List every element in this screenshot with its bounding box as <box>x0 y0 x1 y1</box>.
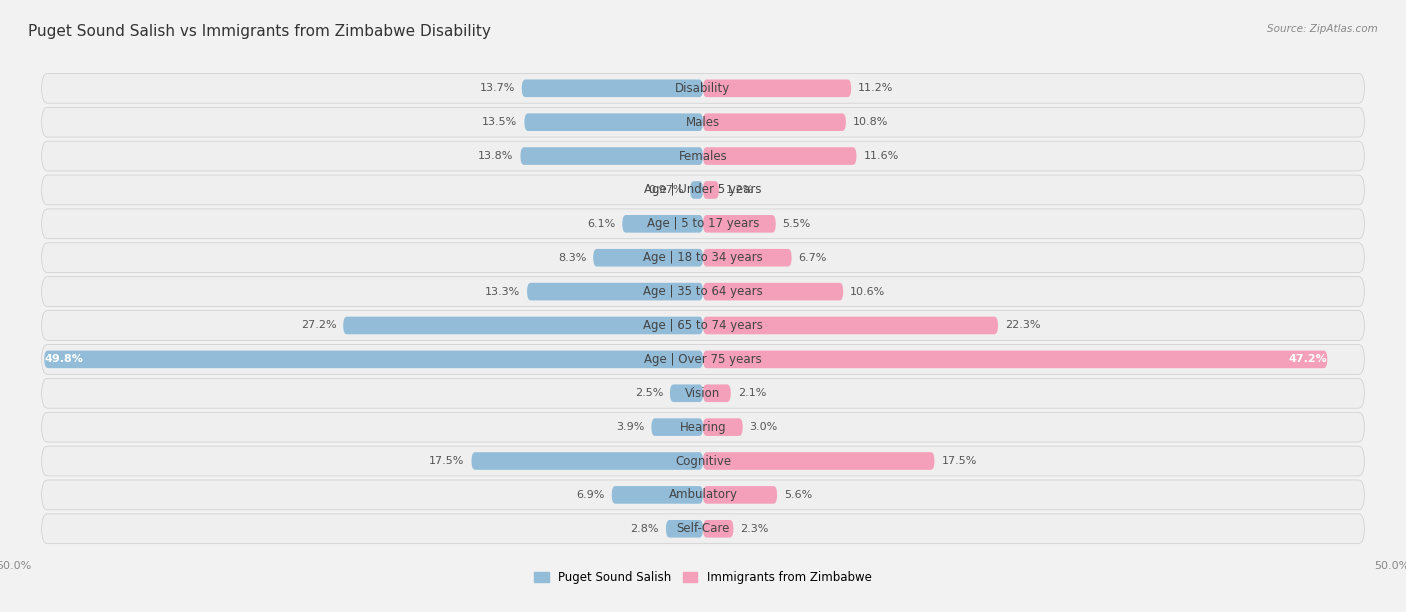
FancyBboxPatch shape <box>520 147 703 165</box>
FancyBboxPatch shape <box>522 80 703 97</box>
Text: Females: Females <box>679 149 727 163</box>
FancyBboxPatch shape <box>471 452 703 470</box>
Text: Age | 35 to 64 years: Age | 35 to 64 years <box>643 285 763 298</box>
FancyBboxPatch shape <box>703 384 731 402</box>
FancyBboxPatch shape <box>703 215 776 233</box>
Text: Disability: Disability <box>675 82 731 95</box>
Text: Vision: Vision <box>685 387 721 400</box>
FancyBboxPatch shape <box>669 384 703 402</box>
FancyBboxPatch shape <box>690 181 703 199</box>
Text: Puget Sound Salish vs Immigrants from Zimbabwe Disability: Puget Sound Salish vs Immigrants from Zi… <box>28 24 491 40</box>
Text: Ambulatory: Ambulatory <box>668 488 738 501</box>
FancyBboxPatch shape <box>42 378 1364 408</box>
Text: 6.9%: 6.9% <box>576 490 605 500</box>
Text: 5.5%: 5.5% <box>783 219 811 229</box>
Text: 1.2%: 1.2% <box>725 185 754 195</box>
FancyBboxPatch shape <box>527 283 703 300</box>
FancyBboxPatch shape <box>42 412 1364 442</box>
FancyBboxPatch shape <box>42 310 1364 340</box>
Legend: Puget Sound Salish, Immigrants from Zimbabwe: Puget Sound Salish, Immigrants from Zimb… <box>534 571 872 584</box>
Text: 17.5%: 17.5% <box>429 456 464 466</box>
FancyBboxPatch shape <box>42 480 1364 510</box>
Text: 2.5%: 2.5% <box>634 388 664 398</box>
Text: Cognitive: Cognitive <box>675 455 731 468</box>
FancyBboxPatch shape <box>703 283 844 300</box>
Text: 10.6%: 10.6% <box>851 286 886 297</box>
FancyBboxPatch shape <box>343 316 703 334</box>
Text: 27.2%: 27.2% <box>301 321 336 330</box>
Text: Source: ZipAtlas.com: Source: ZipAtlas.com <box>1267 24 1378 34</box>
FancyBboxPatch shape <box>42 243 1364 272</box>
FancyBboxPatch shape <box>42 514 1364 543</box>
FancyBboxPatch shape <box>703 80 851 97</box>
FancyBboxPatch shape <box>42 277 1364 307</box>
Text: 10.8%: 10.8% <box>853 117 889 127</box>
FancyBboxPatch shape <box>42 345 1364 375</box>
FancyBboxPatch shape <box>593 249 703 267</box>
FancyBboxPatch shape <box>703 419 742 436</box>
FancyBboxPatch shape <box>703 351 1327 368</box>
FancyBboxPatch shape <box>666 520 703 537</box>
Text: 3.9%: 3.9% <box>616 422 644 432</box>
Text: 11.6%: 11.6% <box>863 151 898 161</box>
Text: 0.97%: 0.97% <box>648 185 683 195</box>
FancyBboxPatch shape <box>42 175 1364 205</box>
Text: 11.2%: 11.2% <box>858 83 893 93</box>
Text: 13.8%: 13.8% <box>478 151 513 161</box>
FancyBboxPatch shape <box>703 520 734 537</box>
Text: Age | Under 5 years: Age | Under 5 years <box>644 184 762 196</box>
FancyBboxPatch shape <box>703 486 778 504</box>
FancyBboxPatch shape <box>42 141 1364 171</box>
FancyBboxPatch shape <box>42 446 1364 476</box>
FancyBboxPatch shape <box>42 73 1364 103</box>
FancyBboxPatch shape <box>703 452 935 470</box>
Text: 47.2%: 47.2% <box>1288 354 1327 364</box>
Text: 2.8%: 2.8% <box>630 524 659 534</box>
FancyBboxPatch shape <box>703 181 718 199</box>
Text: Age | 18 to 34 years: Age | 18 to 34 years <box>643 251 763 264</box>
FancyBboxPatch shape <box>42 209 1364 239</box>
Text: 5.6%: 5.6% <box>785 490 813 500</box>
Text: Age | Over 75 years: Age | Over 75 years <box>644 353 762 366</box>
Text: Age | 65 to 74 years: Age | 65 to 74 years <box>643 319 763 332</box>
FancyBboxPatch shape <box>623 215 703 233</box>
Text: Self-Care: Self-Care <box>676 522 730 536</box>
FancyBboxPatch shape <box>703 249 792 267</box>
FancyBboxPatch shape <box>703 113 846 131</box>
Text: 6.1%: 6.1% <box>588 219 616 229</box>
Text: Males: Males <box>686 116 720 129</box>
Text: 8.3%: 8.3% <box>558 253 586 263</box>
Text: 49.8%: 49.8% <box>44 354 83 364</box>
Text: 13.3%: 13.3% <box>485 286 520 297</box>
FancyBboxPatch shape <box>44 351 703 368</box>
Text: 22.3%: 22.3% <box>1005 321 1040 330</box>
Text: 17.5%: 17.5% <box>942 456 977 466</box>
FancyBboxPatch shape <box>524 113 703 131</box>
FancyBboxPatch shape <box>703 147 856 165</box>
Text: 13.7%: 13.7% <box>479 83 515 93</box>
FancyBboxPatch shape <box>703 316 998 334</box>
Text: Age | 5 to 17 years: Age | 5 to 17 years <box>647 217 759 230</box>
Text: 13.5%: 13.5% <box>482 117 517 127</box>
Text: Hearing: Hearing <box>679 420 727 434</box>
FancyBboxPatch shape <box>42 107 1364 137</box>
Text: 3.0%: 3.0% <box>749 422 778 432</box>
Text: 2.1%: 2.1% <box>738 388 766 398</box>
FancyBboxPatch shape <box>612 486 703 504</box>
Text: 2.3%: 2.3% <box>741 524 769 534</box>
Text: 6.7%: 6.7% <box>799 253 827 263</box>
FancyBboxPatch shape <box>651 419 703 436</box>
